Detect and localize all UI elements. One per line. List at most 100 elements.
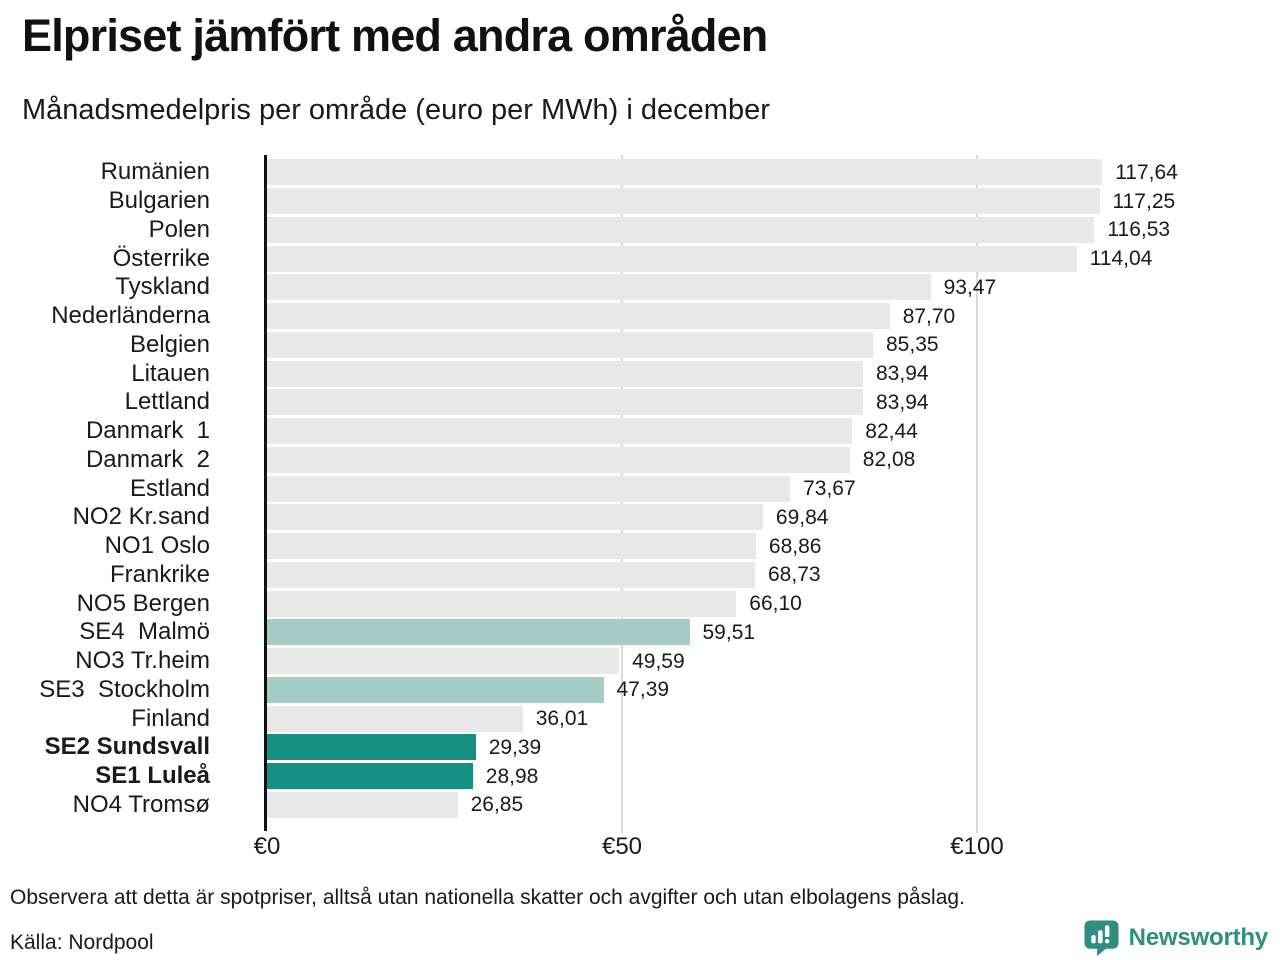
chart-row: NO3 Tr.heim 49,59 [0,647,1280,676]
bar-track: 47,39 [267,676,670,703]
category-label: NO3 Tr.heim [75,647,210,675]
category-label: Danmark 2 [85,445,210,473]
chart-row: Danmark 1 82,44 [0,417,1280,446]
chart-row: Finland 36,01 [0,704,1280,733]
bar-default [267,533,756,560]
bar-dark [267,763,473,790]
chart-row: Belgien 85,35 [0,331,1280,360]
bar-track: 117,25 [267,188,1175,215]
value-label: 73,67 [803,477,856,501]
category-label: Estland [129,474,210,502]
value-label: 49,59 [632,649,685,673]
bar-default [267,561,755,588]
category-label: Nederländerna [51,302,210,330]
bar-dark [267,734,476,761]
bar-track: 68,86 [267,533,822,560]
bar-default [267,245,1077,272]
bar-light [267,619,690,646]
category-label: Rumänien [100,158,210,186]
newsworthy-logo: Newsworthy [1083,919,1268,957]
value-label: 59,51 [702,620,756,644]
bar-track: 49,59 [267,648,685,675]
value-label: 29,39 [488,735,542,759]
category-label: SE4 Malmö [79,618,210,646]
value-label: 83,94 [876,390,929,414]
chart-row: Polen 116,53 [0,216,1280,245]
value-label: 68,86 [768,534,822,558]
chart-row: Litauen 83,94 [0,359,1280,388]
category-label: NO1 Oslo [104,532,210,560]
bar-default [267,418,853,445]
category-label: SE2 Sundsvall [44,733,210,761]
value-label: 82,44 [865,419,918,443]
chart-row: NO2 Kr.sand 69,84 [0,503,1280,532]
bar-track: 28,98 [267,763,538,790]
bar-default [267,446,850,473]
bar-default [267,705,523,732]
value-label: 82,08 [862,448,916,472]
bar-default [267,159,1103,186]
bar-default [267,331,873,358]
chart-row: Lettland 83,94 [0,388,1280,417]
bar-track: 59,51 [267,619,756,646]
bar-light [267,676,604,703]
bar-default [267,590,737,617]
chart-row: Österrike 114,04 [0,244,1280,273]
newsworthy-logo-text: Newsworthy [1128,924,1269,951]
bar-default [267,504,763,531]
chart-row: Nederländerna 87,70 [0,302,1280,331]
value-label: 85,35 [886,333,939,357]
category-label: Polen [148,215,210,243]
footnote: Observera att detta är spotpriser, allts… [10,886,965,909]
bar-track: 83,94 [267,389,929,416]
value-label: 114,04 [1089,247,1153,271]
value-label: 116,53 [1107,218,1171,242]
chart-row: Estland 73,67 [0,474,1280,503]
bar-default [267,274,931,301]
chart-row: Danmark 2 82,08 [0,446,1280,475]
value-label: 66,10 [749,592,802,616]
category-label: Frankrike [109,560,210,588]
chart-row: Bulgarien 117,25 [0,187,1280,216]
category-label: NO2 Kr.sand [72,503,210,531]
chart-row: NO1 Oslo 68,86 [0,532,1280,561]
x-tick-label: €100 [950,833,1004,860]
chart-row: SE1 Luleå 28,98 [0,762,1280,791]
bar-default [267,475,791,502]
bar-track: 82,44 [267,418,918,445]
y-axis-line [264,155,267,831]
bar-track: 82,08 [267,446,916,473]
chart-row: Rumänien 117,64 [0,158,1280,187]
x-tick-label: €0 [253,833,281,860]
chart-row: SE4 Malmö 59,51 [0,618,1280,647]
bar-track: 36,01 [267,705,589,732]
chart-row: NO4 Tromsø 26,85 [0,791,1280,820]
bar-track: 73,67 [267,475,856,502]
value-label: 47,39 [616,678,670,702]
value-label: 69,84 [775,505,829,529]
category-label: SE1 Luleå [95,762,210,790]
bar-default [267,216,1095,243]
value-label: 83,94 [876,362,929,386]
bar-default [267,188,1100,215]
bar-track: 69,84 [267,504,829,531]
bar-track: 83,94 [267,360,929,387]
category-label: Danmark 1 [85,417,210,445]
value-label: 93,47 [943,275,997,299]
value-label: 36,01 [535,707,589,731]
value-label: 68,73 [768,563,821,587]
category-label: SE3 Stockholm [39,675,210,703]
category-label: Belgien [129,330,210,358]
category-label: Litauen [131,359,210,387]
chart-row: SE2 Sundsvall 29,39 [0,733,1280,762]
category-label: Bulgarien [108,187,210,215]
value-label: 87,70 [902,304,956,328]
bar-track: 29,39 [267,734,542,761]
bar-default [267,791,458,818]
bar-default [267,648,620,675]
chart-row: Frankrike 68,73 [0,561,1280,590]
chart-row: NO5 Bergen 66,10 [0,589,1280,618]
source-attribution: Källa: Nordpool [10,931,154,954]
price-bar-chart: Rumänien 117,64 Bulgarien 117,25 Polen 116,53… [0,152,1280,864]
